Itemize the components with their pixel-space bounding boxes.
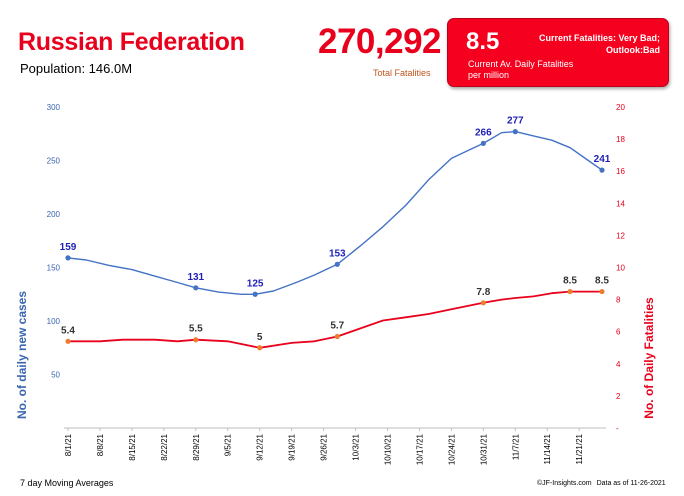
- data-date: Data as of 11-26-2021: [596, 480, 666, 487]
- fatalities-data-label: 8.5: [595, 276, 609, 287]
- fatalities-data-point: [65, 338, 71, 344]
- y-right-tick-label: 10: [616, 264, 625, 273]
- y-left-tick-label: 250: [47, 157, 61, 166]
- cases-data-label: 159: [60, 242, 77, 253]
- x-tick-label: 8/15/21: [128, 433, 137, 460]
- x-tick-label: 10/10/21: [383, 433, 392, 465]
- y-right-tick-label: 20: [616, 103, 625, 112]
- fatalities-data-label: 5.7: [330, 321, 344, 332]
- cases-data-point: [334, 261, 340, 267]
- y-right-tick-label: 4: [616, 360, 621, 369]
- country-title: Russian Federation: [18, 28, 245, 56]
- cases-data-label: 125: [247, 278, 264, 289]
- fatalities-data-point: [193, 337, 199, 343]
- y-right-tick-label: 12: [616, 231, 625, 240]
- x-tick-label: 9/19/21: [288, 433, 297, 460]
- source-credit: ©JF-Insights.com: [537, 480, 592, 487]
- y-right-tick-label: 2: [616, 392, 621, 401]
- y-right-tick-label: 8: [616, 296, 621, 305]
- y-left-tick-label: 50: [51, 371, 60, 380]
- x-tick-label: 9/26/21: [320, 433, 329, 460]
- cases-data-label: 131: [187, 272, 204, 283]
- fatalities-data-point: [567, 288, 573, 295]
- fatalities-line: [68, 290, 602, 349]
- y-left-tick-label: 100: [47, 317, 61, 326]
- total-fatalities-label: Total Fatalities: [373, 68, 431, 78]
- x-tick-label: 10/17/21: [415, 433, 424, 465]
- y-left-axis-title: No. of daily new cases: [15, 291, 29, 419]
- fatalities-data-label: 5.5: [189, 324, 203, 335]
- x-tick-label: 9/12/21: [256, 433, 265, 460]
- fatality-status: Current Fatalities: Very Bad; Outlook:Ba…: [538, 33, 660, 55]
- cases-data-point: [252, 291, 258, 297]
- cases-data-point: [193, 285, 199, 291]
- fatalities-data-point: [334, 333, 340, 340]
- x-tick-label: 10/24/21: [447, 433, 456, 465]
- fatalities-data-label: 5: [257, 332, 263, 343]
- cases-line: [67, 130, 603, 295]
- population-label: Population: 146.0M: [20, 61, 133, 76]
- x-tick-label: 11/21/21: [575, 433, 584, 464]
- cases-data-point: [65, 255, 71, 261]
- cases-data-point: [599, 167, 605, 173]
- y-right-tick-label: 6: [616, 328, 621, 337]
- cases-data-label: 277: [507, 116, 524, 127]
- fatalities-data-label: 8.5: [563, 276, 577, 287]
- y-left-tick-label: 300: [47, 103, 61, 112]
- cases-fatalities-chart: 50 100 150 200 250 300 - 2 4 6 8 10 12 14 16 18 20 8/1/21…: [15, 103, 656, 465]
- y-left-tick-label: 150: [47, 264, 61, 273]
- moving-average-note: 7 day Moving Averages: [20, 478, 114, 488]
- y-right-tick-label: -: [616, 424, 619, 433]
- x-tick-label: 10/3/21: [352, 433, 361, 460]
- cases-data-point: [480, 140, 486, 146]
- x-tick-label: 8/8/21: [96, 433, 105, 456]
- y-right-axis-title: No. of Daily Fatalities: [642, 297, 656, 419]
- total-fatalities-value: 270,292: [318, 22, 442, 61]
- cases-data-label: 241: [594, 154, 611, 165]
- fatality-rate-label: Current Av. Daily Fatalities per million: [468, 59, 574, 80]
- fatalities-data-point: [599, 288, 605, 295]
- x-tick-label: 11/14/21: [543, 433, 552, 464]
- fatalities-data-label: 5.4: [61, 325, 75, 336]
- fatalities-data-point: [480, 300, 486, 306]
- fatalities-data-point: [257, 345, 263, 351]
- x-tick-label: 11/7/21: [511, 433, 520, 460]
- x-tick-label: 10/31/21: [479, 433, 488, 465]
- x-tick-label: 8/29/21: [192, 433, 201, 460]
- x-tick-label: 8/1/21: [64, 433, 73, 456]
- footer-source: ©JF-Insights.com Data as of 11-26-2021: [537, 480, 666, 487]
- y-right-tick-label: 14: [616, 199, 625, 208]
- y-right-tick-label: 16: [616, 167, 625, 176]
- cases-data-label: 266: [475, 127, 492, 138]
- x-tick-label: 9/5/21: [224, 433, 233, 456]
- fatalities-data-label: 7.8: [476, 287, 490, 298]
- cases-data-point: [512, 129, 518, 135]
- y-right-tick-label: 18: [616, 135, 625, 144]
- fatality-rate-card: 8.5 Current Av. Daily Fatalities per mil…: [447, 18, 669, 87]
- y-left-tick-label: 200: [47, 210, 61, 219]
- cases-data-label: 153: [329, 248, 346, 259]
- x-tick-label: 8/22/21: [160, 433, 169, 460]
- fatality-rate-value: 8.5: [466, 28, 500, 55]
